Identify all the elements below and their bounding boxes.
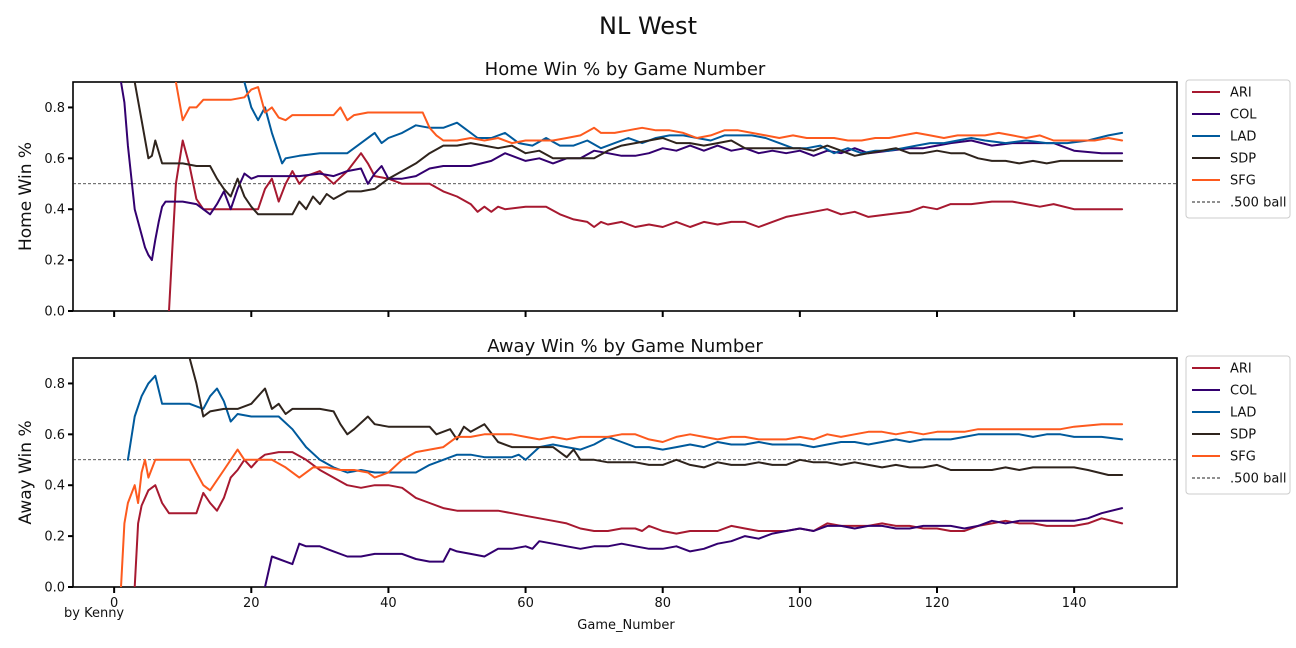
x-tick-label: 20 (243, 596, 260, 611)
home-panel: Home Win % by Game Number Home Win % 0.0 0.… (16, 59, 1291, 320)
plot-frame (72, 81, 1178, 312)
y-tick-label: 0.8 (44, 377, 65, 392)
series-line-sfg (120, 423, 1124, 587)
x-tick-label: 0 (110, 596, 118, 611)
legend: ARI COL LAD SDP SFG .500 ball (1185, 79, 1291, 219)
x-tick-label: 60 (517, 596, 534, 611)
legend: ARI COL LAD SDP SFG .500 ball (1185, 355, 1291, 495)
y-tick-label: 0.4 (44, 479, 65, 494)
series-group (120, 358, 1124, 587)
series-group (120, 82, 1124, 311)
legend-item: SFG (1230, 450, 1256, 465)
panel-title: Home Win % by Game Number (485, 59, 766, 80)
series-line-sdp (188, 358, 1124, 476)
series-line-lad (126, 374, 1124, 474)
y-tick-label: 0.8 (44, 101, 65, 116)
x-tick-label: 120 (925, 596, 950, 611)
plot-frame (72, 357, 1178, 588)
legend-item: .500 ball (1230, 472, 1287, 487)
away-panel: Away Win % by Game Number Away Win % 0.0 0.… (16, 336, 1291, 611)
y-axis-label: Home Win % (16, 142, 36, 251)
x-tick-label: 140 (1062, 596, 1087, 611)
series-line-ari (133, 451, 1124, 587)
series-line-lad (243, 82, 1124, 165)
y-tick-label: 0.6 (44, 152, 65, 167)
y-tick-label: 0.0 (44, 581, 65, 596)
x-tick-label: 80 (654, 596, 671, 611)
legend-item: SFG (1230, 174, 1256, 189)
y-tick-label: 0.4 (44, 203, 65, 218)
series-line-col (264, 507, 1124, 587)
legend-item: LAD (1230, 406, 1256, 421)
y-tick-label: 0.2 (44, 530, 65, 545)
series-line-sfg (174, 82, 1124, 145)
y-tick-label: 0.6 (44, 428, 65, 443)
series-line-sdp (133, 82, 1124, 216)
legend-item: LAD (1230, 130, 1256, 145)
panel-title: Away Win % by Game Number (487, 336, 763, 357)
legend-item: SDP (1230, 152, 1256, 167)
x-axis-label: Game_Number (577, 618, 675, 633)
series-line-ari (168, 139, 1124, 311)
legend-item: SDP (1230, 428, 1256, 443)
x-tick-label: 100 (787, 596, 812, 611)
figure-title: NL West (599, 12, 697, 40)
x-tick-label: 40 (380, 596, 397, 611)
y-tick-label: 0.0 (44, 305, 65, 320)
legend-item: ARI (1230, 86, 1252, 101)
legend-item: .500 ball (1230, 196, 1287, 211)
credit-text: by Kenny (64, 606, 124, 621)
y-axis-label: Away Win % (16, 420, 36, 524)
legend-item: COL (1230, 384, 1257, 399)
legend-item: COL (1230, 108, 1257, 123)
legend-item: ARI (1230, 362, 1252, 377)
y-tick-label: 0.2 (44, 254, 65, 269)
